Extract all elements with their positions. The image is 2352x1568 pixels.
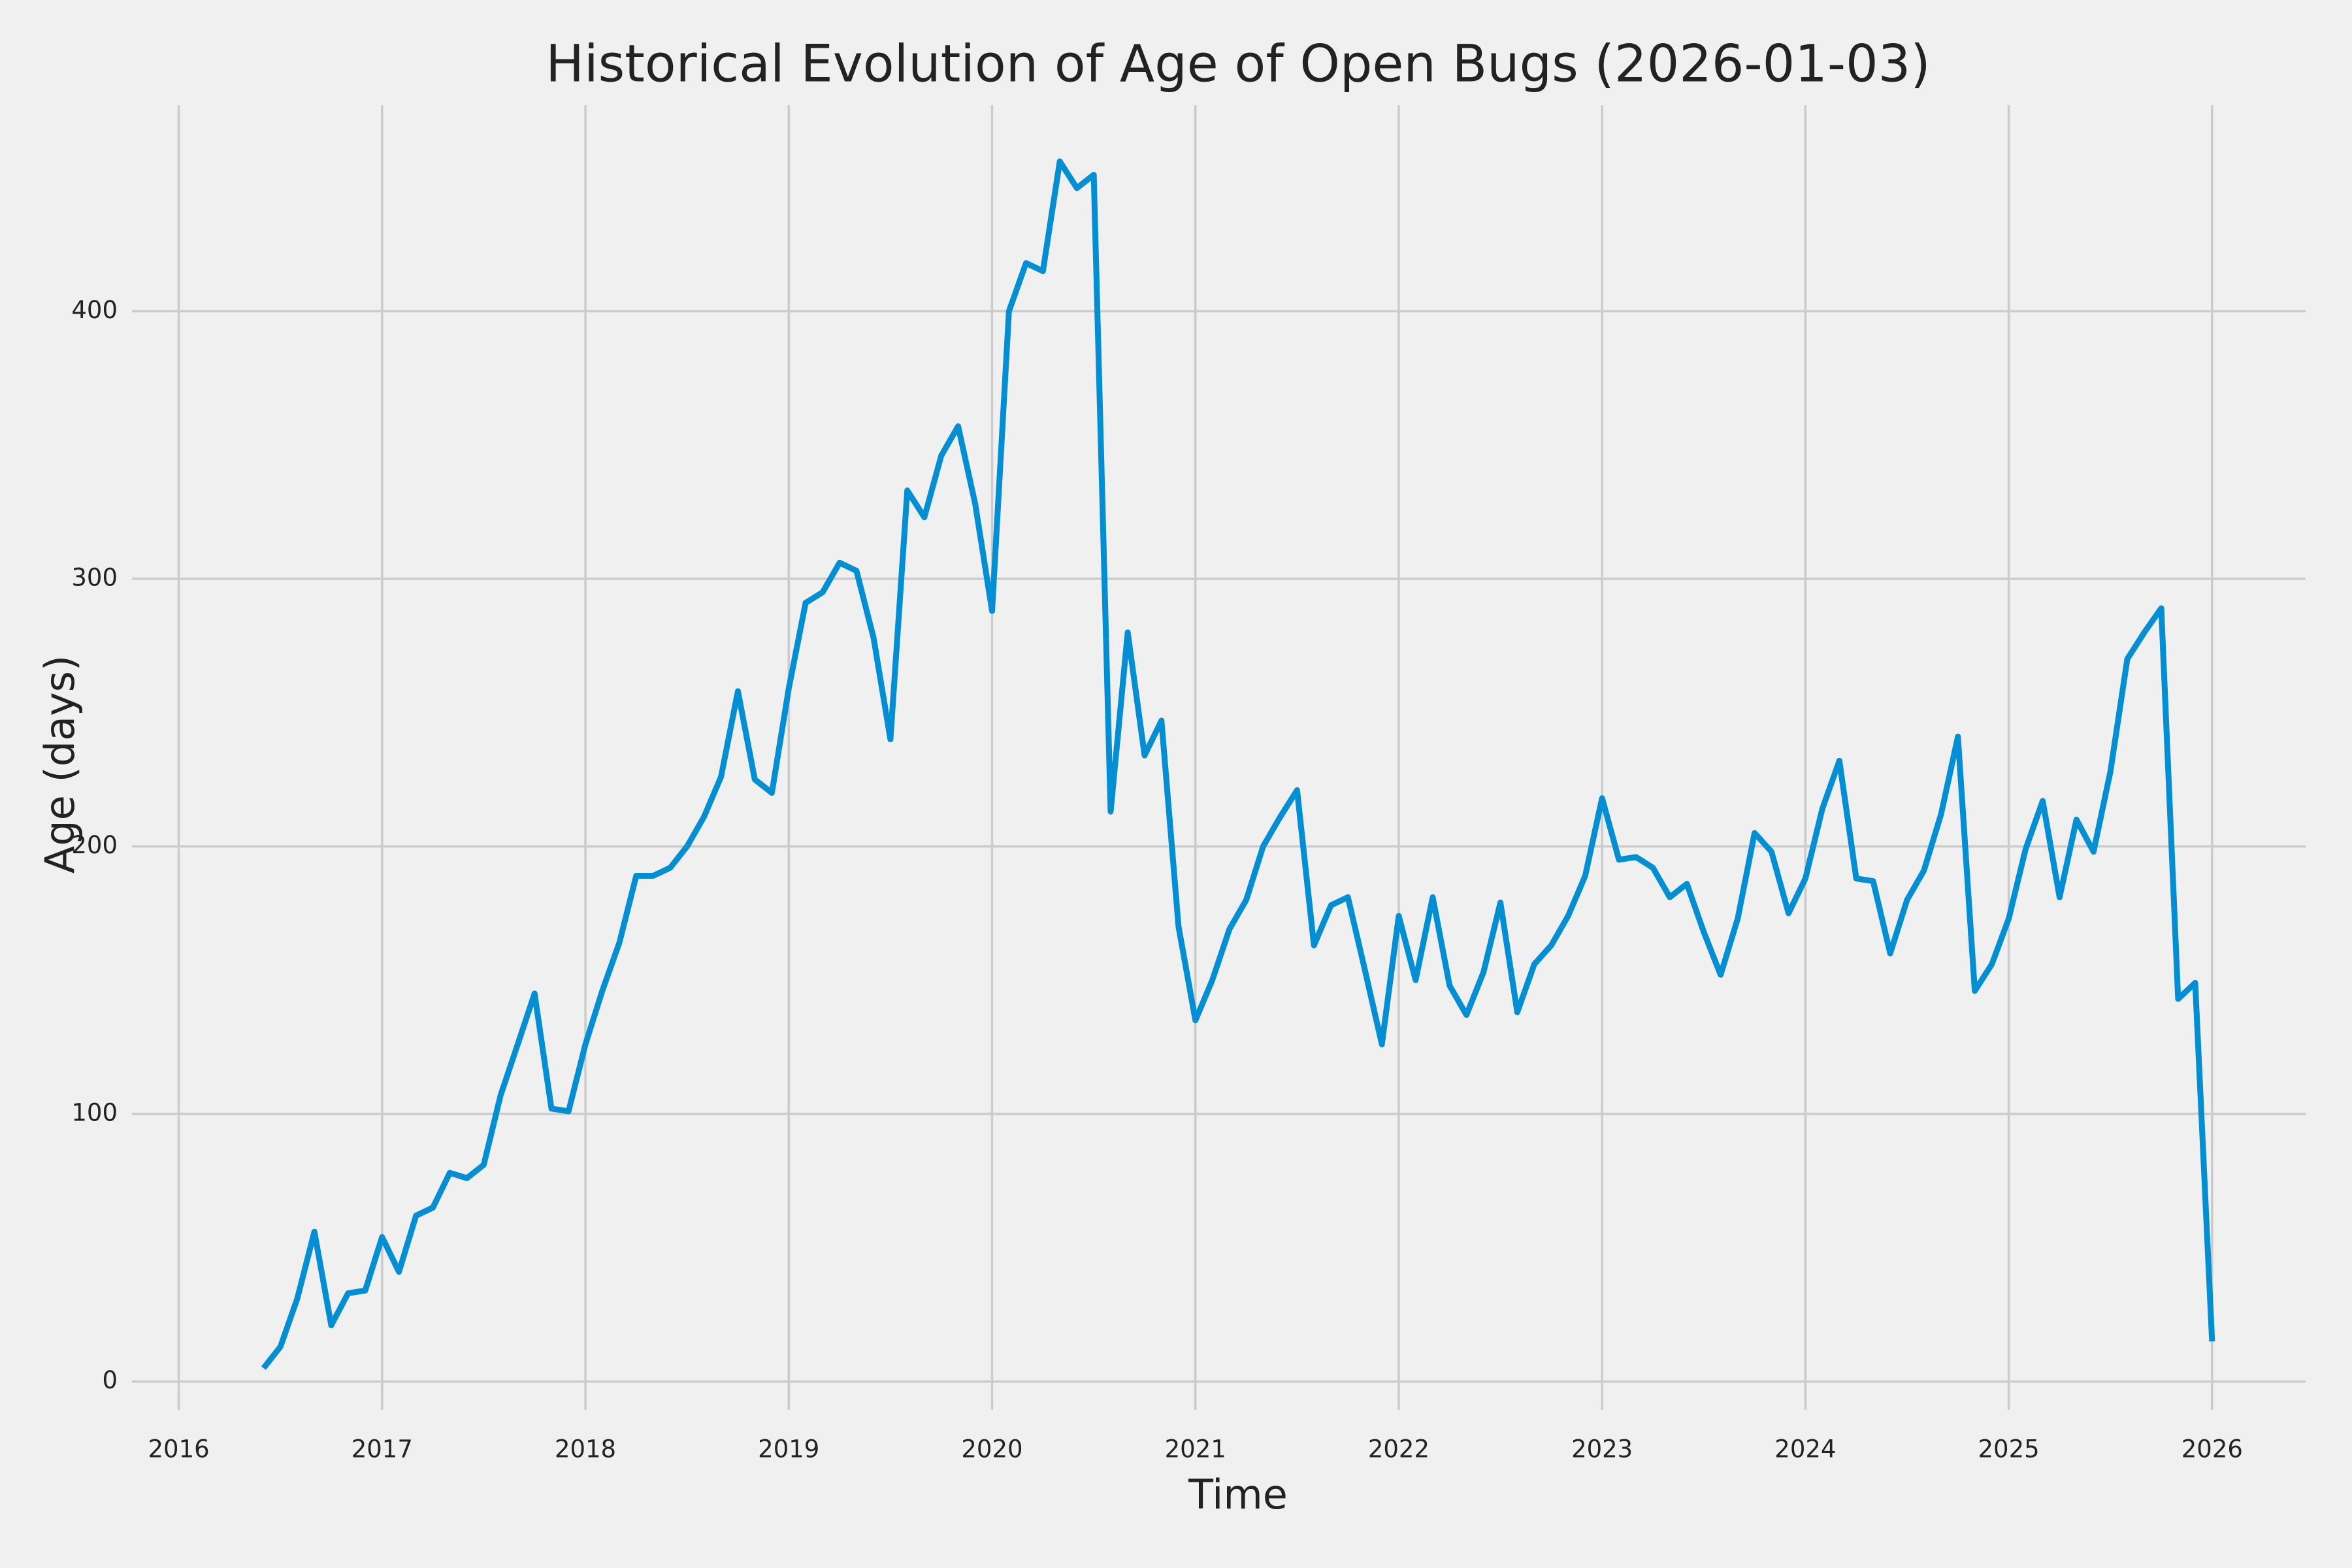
y-tick-label: 100 [71, 1099, 118, 1127]
x-tick-label: 2025 [1978, 1435, 2040, 1463]
x-tick-label: 2022 [1368, 1435, 1429, 1463]
x-tick-label: 2024 [1774, 1435, 1836, 1463]
y-tick-label: 300 [71, 563, 118, 591]
y-tick-label: 0 [102, 1366, 118, 1394]
x-tick-label: 2021 [1165, 1435, 1226, 1463]
y-tick-label: 400 [71, 296, 118, 324]
x-tick-label: 2018 [555, 1435, 616, 1463]
x-tick-label: 2020 [961, 1435, 1022, 1463]
y-axis-label: Age (days) [36, 655, 84, 874]
x-tick-label: 2019 [758, 1435, 819, 1463]
y-tick-label: 200 [71, 831, 118, 859]
x-tick-label: 2017 [351, 1435, 413, 1463]
data-line [261, 158, 2215, 1370]
x-tick-label: 2016 [148, 1435, 209, 1463]
x-axis-label: Time [1188, 1471, 1288, 1518]
x-tick-label: 2023 [1571, 1435, 1633, 1463]
x-tick-label: 2026 [2181, 1435, 2243, 1463]
chart-title: Historical Evolution of Age of Open Bugs… [546, 35, 1930, 93]
